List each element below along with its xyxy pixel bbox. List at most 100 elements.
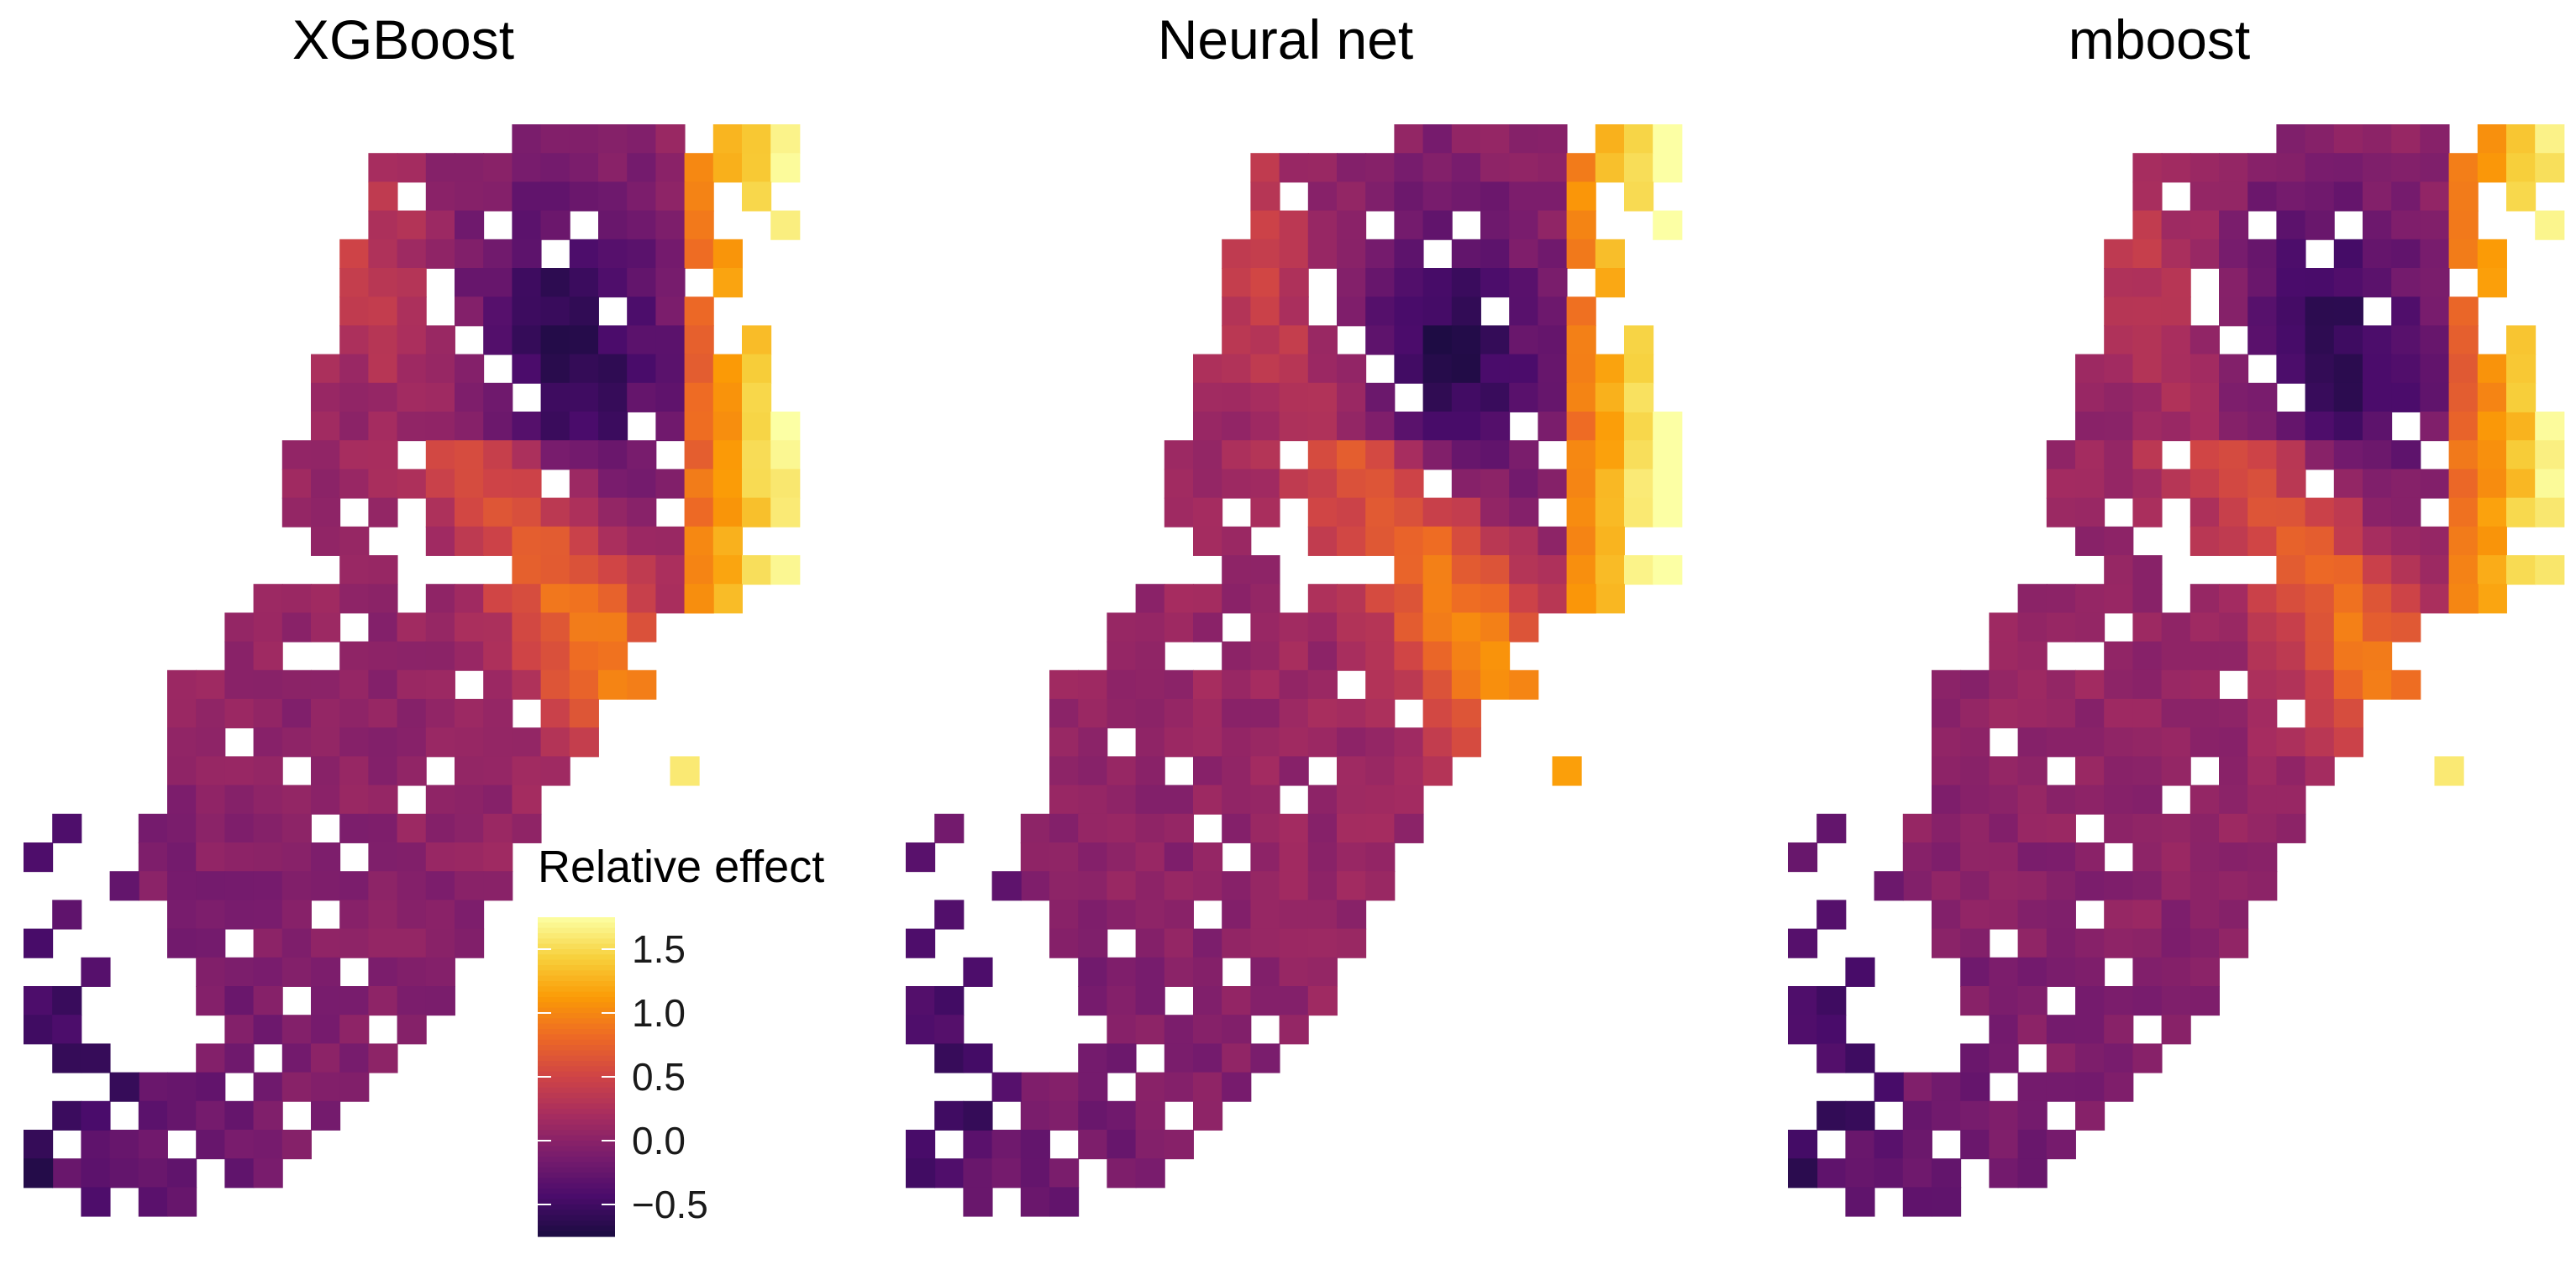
heatmap-cell: [2104, 268, 2134, 298]
heatmap-cell: [1279, 699, 1309, 729]
heatmap-cell: [311, 699, 341, 729]
heatmap-cell: [2305, 297, 2335, 327]
heatmap-cell: [311, 1072, 341, 1102]
heatmap-cell: [2506, 354, 2537, 384]
heatmap-cell: [2363, 382, 2393, 412]
heatmap-cell: [368, 813, 398, 843]
heatmap-cell: [1337, 785, 1367, 815]
heatmap-cell: [1451, 584, 1481, 614]
heatmap-cell: [2017, 612, 2048, 643]
heatmap-cell: [455, 727, 485, 758]
heatmap-cell: [1222, 727, 1252, 758]
heatmap-cell: [1422, 612, 1453, 643]
heatmap-cell: [1509, 268, 1539, 298]
heatmap-cell: [1049, 1100, 1080, 1131]
heatmap-cell: [1394, 181, 1424, 212]
heatmap-cell: [224, 986, 255, 1016]
heatmap-cell: [1250, 813, 1280, 843]
heatmap-cell: [1222, 813, 1252, 843]
heatmap-cell: [397, 1015, 427, 1045]
heatmap-cell: [1566, 297, 1596, 327]
heatmap-cell: [1193, 1015, 1223, 1045]
heatmap-cell: [1250, 928, 1280, 958]
heatmap-cell: [1989, 699, 2019, 729]
heatmap-cell: [2276, 813, 2306, 843]
heatmap-cell: [397, 900, 427, 930]
heatmap-cell: [397, 297, 427, 327]
heatmap-cell: [2333, 555, 2363, 585]
heatmap-cell: [1480, 181, 1511, 212]
heatmap-cell: [425, 957, 455, 987]
heatmap-cell: [1874, 1130, 1904, 1160]
heatmap-cell: [2075, 669, 2105, 700]
heatmap-cell: [2276, 526, 2306, 556]
heatmap-cell: [2506, 412, 2537, 442]
heatmap-cell: [2075, 440, 2105, 470]
heatmap-cell: [2104, 986, 2134, 1016]
heatmap-cell: [1307, 584, 1338, 614]
heatmap-cell: [2448, 469, 2479, 499]
heatmap-cell: [2448, 555, 2479, 585]
heatmap-cell: [906, 986, 936, 1016]
heatmap-cell: [425, 986, 455, 1016]
heatmap-cell: [569, 440, 599, 470]
heatmap-cell: [2247, 440, 2278, 470]
heatmap-cell: [1307, 641, 1338, 671]
heatmap-cell: [1222, 986, 1252, 1016]
heatmap-cell: [1078, 756, 1108, 786]
heatmap-cell: [2247, 469, 2278, 499]
heatmap-cell: [2190, 957, 2220, 987]
heatmap-cell: [1078, 1043, 1108, 1073]
heatmap-cell: [655, 469, 686, 499]
heatmap-cell: [2448, 354, 2479, 384]
heatmap-cell: [1451, 297, 1481, 327]
heatmap-cell: [2477, 584, 2507, 614]
heatmap-cell: [1307, 986, 1338, 1016]
heatmap-cell: [2161, 268, 2191, 298]
heatmap-cell: [1250, 412, 1280, 442]
heatmap-cell: [2017, 1158, 2048, 1189]
heatmap-cell: [1394, 297, 1424, 327]
heatmap-cell: [1222, 412, 1252, 442]
heatmap-cell: [569, 124, 599, 155]
heatmap-cell: [1135, 813, 1165, 843]
heatmap-cell: [281, 669, 312, 700]
heatmap-cell: [2420, 526, 2450, 556]
heatmap-cell: [2420, 469, 2450, 499]
heatmap-cell: [52, 1158, 82, 1189]
heatmap-cell: [1135, 1130, 1165, 1160]
heatmap-cell: [540, 354, 570, 384]
heatmap-cell: [1250, 555, 1280, 585]
heatmap-cell: [2391, 469, 2421, 499]
heatmap-cell: [1250, 239, 1280, 269]
heatmap-cell: [569, 181, 599, 212]
heatmap-cell: [569, 526, 599, 556]
heatmap-cell: [1816, 1043, 1847, 1073]
heatmap-cell: [1250, 497, 1280, 527]
heatmap-cell: [1509, 297, 1539, 327]
heatmap-cell: [1538, 382, 1568, 412]
heatmap-cell: [1222, 440, 1252, 470]
heatmap-cell: [1566, 497, 1596, 527]
heatmap-cell: [655, 526, 686, 556]
heatmap-cell: [2219, 268, 2249, 298]
heatmap-cell: [1078, 785, 1108, 815]
heatmap-cell: [2276, 641, 2306, 671]
heatmap-cell: [2190, 153, 2220, 183]
heatmap-cell: [627, 153, 657, 183]
heatmap-cell: [1451, 727, 1481, 758]
heatmap-cell: [368, 181, 398, 212]
heatmap-cell: [52, 1015, 82, 1045]
heatmap-cell: [1107, 1100, 1137, 1131]
heatmap-cell: [1193, 1072, 1223, 1102]
heatmap-cell: [1538, 239, 1568, 269]
heatmap-cell: [1902, 813, 1932, 843]
heatmap-cell: [627, 497, 657, 527]
heatmap-cell: [1222, 325, 1252, 355]
heatmap-cell: [2276, 268, 2306, 298]
heatmap-cell: [540, 325, 570, 355]
heatmap-cell: [2219, 900, 2249, 930]
heatmap-cell: [1279, 297, 1309, 327]
heatmap-cell: [1049, 669, 1080, 700]
heatmap-cell: [2420, 354, 2450, 384]
